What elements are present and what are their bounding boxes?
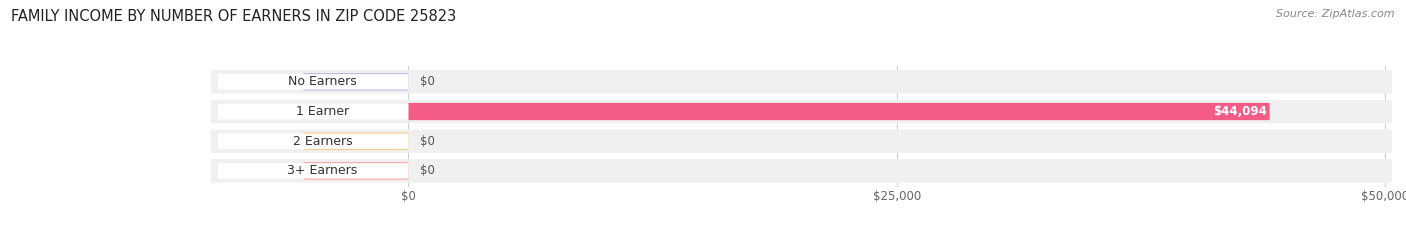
- Text: 2 Earners: 2 Earners: [292, 135, 353, 148]
- FancyBboxPatch shape: [218, 133, 408, 149]
- Text: No Earners: No Earners: [288, 75, 357, 88]
- Text: $44,094: $44,094: [1213, 105, 1267, 118]
- FancyBboxPatch shape: [408, 103, 1270, 120]
- FancyBboxPatch shape: [211, 70, 1392, 94]
- Text: Source: ZipAtlas.com: Source: ZipAtlas.com: [1277, 9, 1395, 19]
- Text: $0: $0: [420, 135, 434, 148]
- FancyBboxPatch shape: [304, 162, 408, 179]
- FancyBboxPatch shape: [218, 104, 408, 119]
- FancyBboxPatch shape: [211, 159, 1392, 183]
- Text: 3+ Earners: 3+ Earners: [287, 164, 357, 177]
- FancyBboxPatch shape: [211, 129, 1392, 153]
- FancyBboxPatch shape: [304, 133, 408, 150]
- FancyBboxPatch shape: [304, 73, 408, 91]
- Text: 1 Earner: 1 Earner: [297, 105, 349, 118]
- FancyBboxPatch shape: [211, 100, 1392, 123]
- Text: $0: $0: [420, 164, 434, 177]
- Text: $0: $0: [420, 75, 434, 88]
- Text: FAMILY INCOME BY NUMBER OF EARNERS IN ZIP CODE 25823: FAMILY INCOME BY NUMBER OF EARNERS IN ZI…: [11, 9, 457, 24]
- FancyBboxPatch shape: [218, 74, 408, 90]
- FancyBboxPatch shape: [218, 163, 408, 179]
